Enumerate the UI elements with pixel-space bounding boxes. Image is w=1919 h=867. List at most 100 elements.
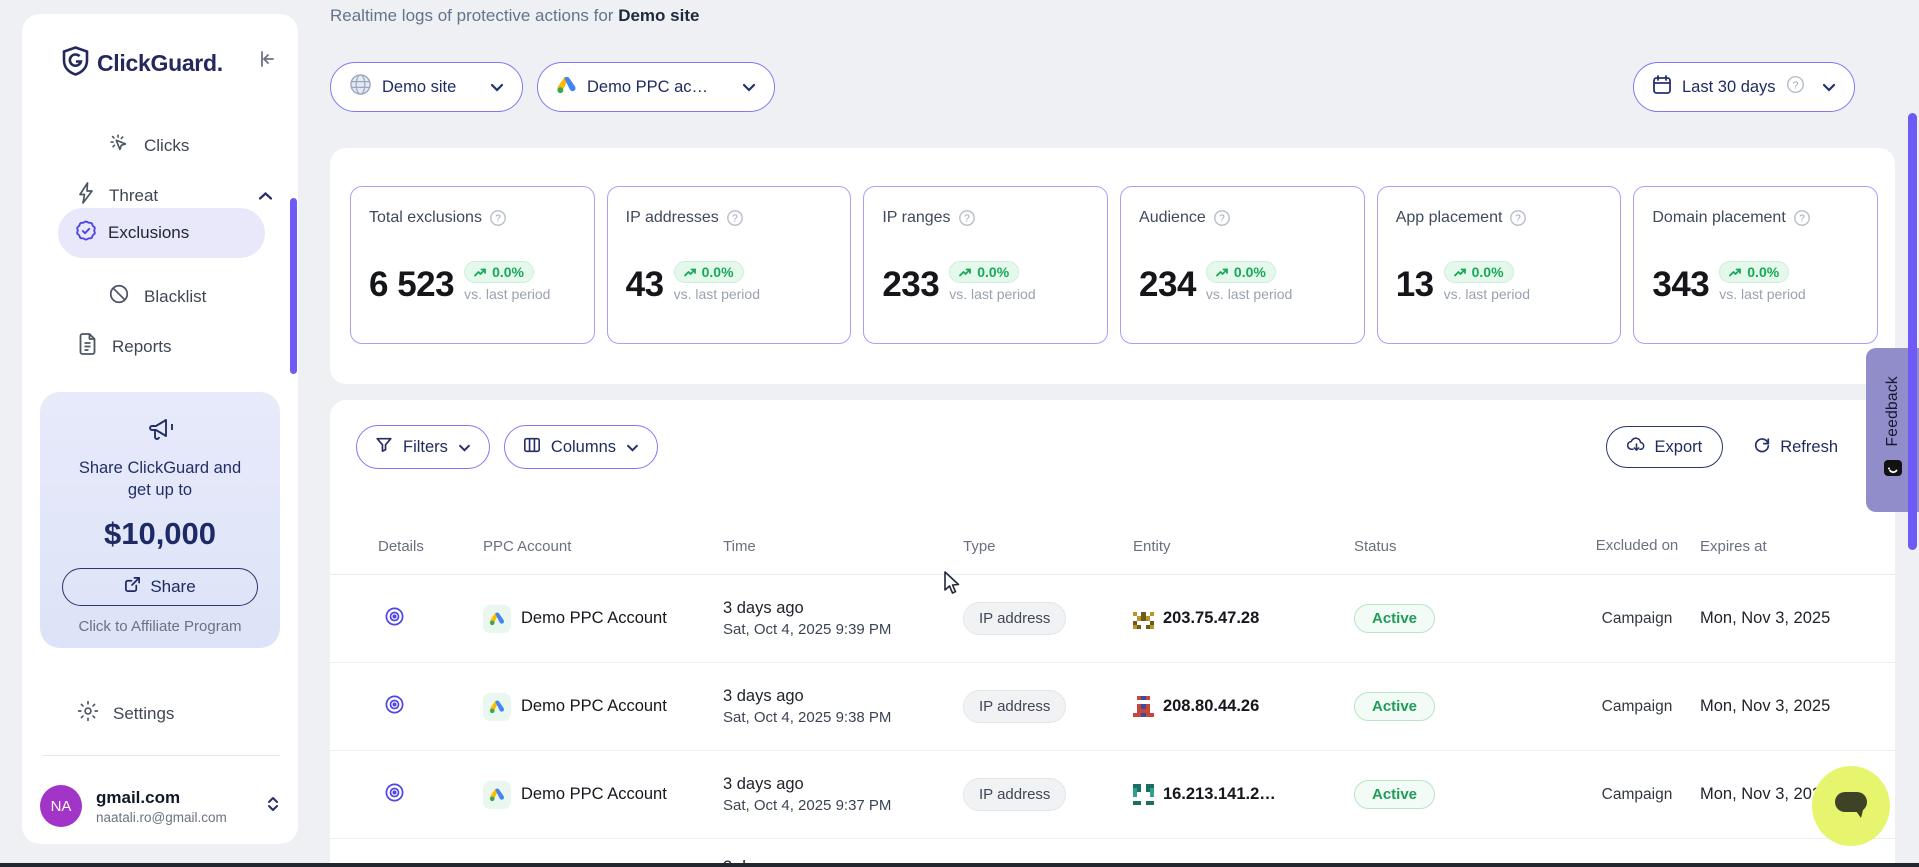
account-switcher[interactable]: NA gmail.com naatali.ro@gmail.com: [40, 785, 280, 827]
view-details-icon[interactable]: [384, 606, 405, 627]
view-details-icon[interactable]: [384, 694, 405, 715]
sidebar-item-threat[interactable]: Threat: [77, 182, 273, 209]
brand-logo[interactable]: ClickGuard.: [62, 46, 223, 81]
col-header-type: Type: [963, 537, 996, 555]
filters-label: Filters: [403, 437, 448, 456]
ppc-account-selector-value: Demo PPC ac…: [587, 77, 709, 96]
view-details-icon[interactable]: [384, 782, 405, 803]
megaphone-icon: [145, 419, 175, 446]
lightning-icon: [77, 182, 95, 209]
sidebar-scrollbar-thumb[interactable]: [290, 198, 297, 374]
help-circle-icon: ?: [1793, 210, 1810, 226]
sidebar-item-blacklist[interactable]: Blacklist: [108, 283, 268, 310]
chat-bubble-icon: [1832, 787, 1870, 826]
badge-check-icon: [74, 219, 98, 248]
col-header-time: Time: [723, 537, 756, 555]
help-circle-icon: ?: [726, 210, 743, 226]
stat-card-total-exclusions: Total exclusions? 6 523 0.0% vs. last perio…: [350, 186, 595, 344]
stat-note: vs. last period: [1443, 286, 1530, 302]
stat-title: App placement?: [1396, 209, 1603, 227]
gear-icon: [77, 700, 99, 727]
sidebar-item-reports[interactable]: Reports: [77, 333, 237, 360]
time-ago: 3 days ago: [723, 687, 804, 705]
status-badge: Active: [1354, 780, 1436, 809]
chevron-up-down-icon: [266, 794, 280, 819]
ppc-account-name: Demo PPC Account: [521, 697, 667, 715]
entity-value: 208.80.44.26: [1162, 697, 1260, 715]
stat-card-ip-addresses: IP addresses? 43 0.0% vs. last period: [606, 186, 852, 344]
sidebar-divider: [42, 755, 280, 756]
col-header-ppc-account: PPC Account: [483, 537, 572, 555]
svg-text:?: ?: [1792, 80, 1798, 91]
window-bottom-edge: [0, 863, 1919, 867]
page-scrollbar-thumb[interactable]: [1908, 113, 1917, 550]
sidebar-item-settings[interactable]: Settings: [77, 700, 237, 727]
sidebar-item-clicks[interactable]: Clicks: [108, 132, 268, 159]
affiliate-promo-card: Share ClickGuard and get up to $10,000 S…: [40, 392, 280, 648]
table-row: Demo PPC Account 3 days ago Sat, Oct 4, 2…: [330, 663, 1895, 751]
sidebar-item-label: Reports: [112, 336, 172, 356]
time-ago: 3 days ago: [723, 599, 804, 617]
site-selector-value: Demo site: [382, 77, 457, 96]
share-button[interactable]: Share: [62, 567, 258, 606]
sidebar-item-label: Blacklist: [144, 286, 207, 306]
stats-panel: Total exclusions? 6 523 0.0% vs. last perio…: [330, 148, 1895, 384]
chevron-up-icon[interactable]: [258, 186, 273, 206]
sidebar-collapse-icon[interactable]: [255, 48, 277, 75]
table-header-row: Details PPC Account Time Type Entity Sta…: [330, 518, 1895, 575]
ppc-account-selector-dropdown[interactable]: Demo PPC ac…: [537, 62, 775, 112]
sidebar-item-exclusions[interactable]: Exclusions: [58, 208, 265, 258]
stat-card-audience: Audience? 234 0.0% vs. last period: [1120, 186, 1365, 344]
stat-value: 43: [625, 265, 664, 304]
external-link-icon: [124, 576, 141, 598]
globe-icon: [349, 73, 372, 101]
svg-text:?: ?: [732, 214, 738, 225]
promo-amount: $10,000: [103, 515, 217, 551]
google-ads-icon: [483, 604, 511, 633]
trend-up-icon: [1453, 268, 1466, 276]
table-toolbar: Filters Columns Export: [330, 425, 1895, 469]
stat-card-domain-placement: Domain placement? 343 0.0% vs. last period: [1633, 186, 1879, 344]
site-selector-dropdown[interactable]: Demo site: [330, 62, 523, 112]
stat-change-badge: 0.0%: [949, 261, 1020, 283]
trend-up-icon: [1729, 268, 1742, 276]
entity-identicon: [1133, 608, 1154, 629]
chevron-down-icon: [490, 78, 504, 97]
stat-note: vs. last period: [464, 286, 551, 302]
trend-up-icon: [959, 268, 972, 276]
chevron-down-icon: [742, 78, 756, 97]
filters-dropdown[interactable]: Filters: [356, 425, 490, 469]
chat-launcher-button[interactable]: [1812, 766, 1890, 846]
excluded-on-value: Campaign: [1601, 697, 1673, 715]
col-header-expires-at: Expires at: [1700, 537, 1767, 555]
refresh-button[interactable]: Refresh: [1753, 436, 1838, 459]
svg-text:?: ?: [964, 214, 970, 225]
ppc-account-name: Demo PPC Account: [521, 785, 667, 803]
stat-title: IP addresses?: [626, 209, 833, 227]
date-range-dropdown[interactable]: Last 30 days ?: [1633, 62, 1855, 112]
stat-value: 13: [1395, 265, 1434, 304]
table-row: 3 days ago: [330, 839, 1895, 867]
help-circle-icon: ?: [1510, 210, 1527, 226]
refresh-label: Refresh: [1780, 437, 1838, 456]
trend-up-icon: [1216, 268, 1228, 276]
time-full: Sat, Oct 4, 2025 9:39 PM: [723, 621, 892, 638]
svg-text:?: ?: [1799, 214, 1805, 225]
profile-email: naatali.ro@gmail.com: [96, 809, 227, 825]
refresh-icon: [1753, 436, 1771, 459]
affiliate-link[interactable]: Click to Affiliate Program: [78, 617, 242, 635]
help-circle-icon: ?: [490, 210, 506, 226]
page-subtitle: Realtime logs of protective actions for …: [330, 6, 699, 26]
stat-note: vs. last period: [949, 286, 1036, 302]
stat-title: Total exclusions?: [369, 209, 576, 227]
subtitle-site-name: Demo site: [618, 6, 700, 25]
ppc-account-name: Demo PPC Account: [521, 609, 667, 627]
type-badge: IP address: [963, 690, 1067, 723]
stat-title: Audience?: [1139, 209, 1346, 227]
sidebar: ClickGuard. Clicks Threat Exclusions Bla…: [22, 14, 298, 844]
columns-dropdown[interactable]: Columns: [503, 425, 659, 469]
sidebar-item-label: Threat: [109, 185, 159, 205]
stat-value: 233: [882, 265, 940, 304]
type-badge: IP address: [963, 778, 1067, 811]
export-button[interactable]: Export: [1605, 426, 1724, 468]
